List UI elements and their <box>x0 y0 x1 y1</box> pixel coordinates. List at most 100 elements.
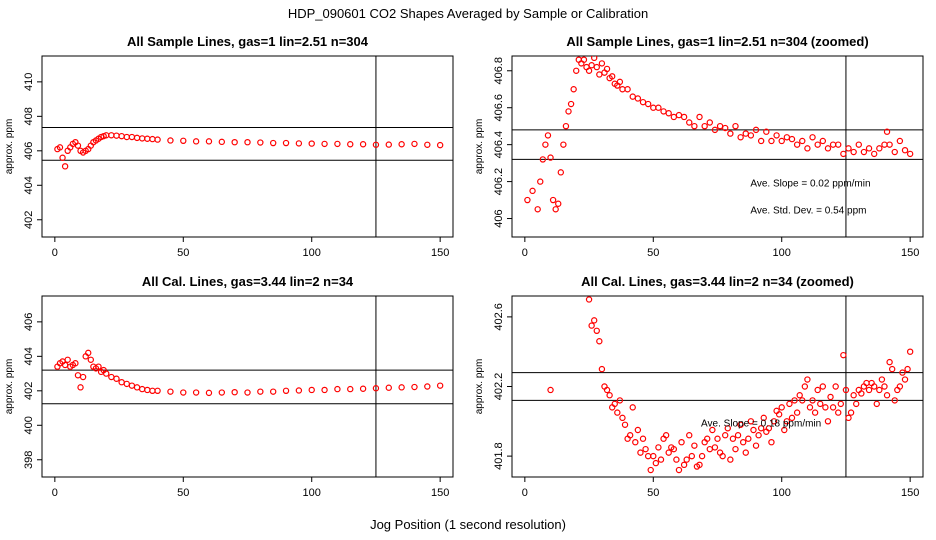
data-point <box>218 389 226 396</box>
data-point <box>750 426 757 434</box>
data-point <box>411 140 418 148</box>
figure-title: HDP_090601 CO2 Shapes Averaged by Sample… <box>287 6 649 21</box>
y-tick-label: 406 <box>23 313 35 331</box>
data-point <box>108 373 115 381</box>
data-point <box>614 409 621 416</box>
data-point <box>123 133 130 141</box>
data-point <box>739 438 747 446</box>
data-point <box>218 138 226 146</box>
data-point <box>398 141 405 148</box>
data-point <box>650 104 657 111</box>
series-points <box>547 296 914 474</box>
data-point <box>847 409 855 416</box>
series-points <box>54 132 444 170</box>
data-point <box>603 386 611 394</box>
data-point <box>524 196 531 204</box>
x-tick-label: 0 <box>522 247 528 259</box>
data-point <box>906 150 914 158</box>
data-point <box>709 426 716 434</box>
data-point <box>809 397 816 404</box>
data-point <box>727 130 734 137</box>
data-point <box>347 141 354 148</box>
data-point <box>596 71 603 78</box>
data-point <box>786 400 793 408</box>
data-point <box>801 383 809 390</box>
data-point <box>629 93 636 100</box>
x-tick-label: 50 <box>177 247 189 259</box>
data-point <box>757 425 765 432</box>
y-axis-label: approx. ppm <box>4 359 15 415</box>
data-point <box>128 382 136 389</box>
data-point <box>888 365 896 373</box>
data-point <box>711 126 719 134</box>
x-tick-label: 50 <box>647 487 659 499</box>
data-point <box>591 317 598 324</box>
data-point <box>696 113 703 121</box>
data-point <box>793 141 801 148</box>
data-point <box>899 369 906 376</box>
data-point <box>639 435 647 442</box>
y-tick-label: 401.8 <box>493 442 505 470</box>
x-tick-label: 100 <box>773 487 791 499</box>
data-point <box>675 111 683 119</box>
data-point <box>624 86 631 93</box>
data-point <box>596 338 603 345</box>
plot-frame <box>41 295 454 478</box>
data-point <box>804 376 811 383</box>
y-tick-label: 406.2 <box>493 168 505 196</box>
data-point <box>95 363 102 370</box>
data-point <box>611 400 618 408</box>
data-point <box>781 426 788 434</box>
plot-frame <box>41 55 454 238</box>
data-point <box>793 409 801 416</box>
x-tick-label: 100 <box>773 247 791 259</box>
data-point <box>244 138 251 146</box>
data-point <box>824 418 832 425</box>
data-point <box>205 138 213 145</box>
panel-2: All Sample Lines, gas=1 lin=2.51 n=304 (… <box>474 34 924 259</box>
data-point <box>662 432 670 439</box>
data-point <box>860 148 868 156</box>
data-point <box>660 108 667 115</box>
data-point <box>64 356 71 363</box>
data-point <box>359 141 367 148</box>
data-point <box>269 139 277 147</box>
data-point <box>359 385 367 392</box>
data-point <box>321 140 328 148</box>
figure-xlabel: Jog Position (1 second resolution) <box>370 517 566 532</box>
data-point <box>570 86 577 93</box>
data-point <box>742 449 749 456</box>
data-point <box>650 452 657 460</box>
y-tick-label: 406.8 <box>493 57 505 85</box>
data-point <box>757 137 765 145</box>
data-point <box>722 124 729 132</box>
data-point <box>870 383 878 390</box>
data-point <box>783 418 791 425</box>
data-point <box>85 349 92 357</box>
data-point <box>606 392 613 399</box>
data-point <box>424 141 431 148</box>
x-tick-label: 150 <box>431 487 449 499</box>
data-point <box>598 365 606 373</box>
y-tick-label: 402 <box>23 211 35 229</box>
data-point <box>734 432 742 439</box>
data-point <box>819 383 827 390</box>
data-point <box>565 108 572 115</box>
panel-1: All Sample Lines, gas=1 lin=2.51 n=304 0 5… <box>4 34 454 259</box>
panel-title: All Sample Lines, gas=1 lin=2.51 n=304 <box>127 34 369 49</box>
data-point <box>673 456 680 463</box>
data-point <box>529 187 536 195</box>
data-point <box>560 141 567 148</box>
data-point <box>752 126 760 134</box>
data-point <box>282 387 290 395</box>
data-point <box>593 327 600 335</box>
x-tick-label: 150 <box>431 247 449 259</box>
y-axis-label: approx. ppm <box>474 359 485 415</box>
data-point <box>778 137 785 145</box>
data-point <box>61 163 69 170</box>
data-point <box>385 384 392 391</box>
data-point <box>850 148 857 156</box>
panel-3: All Cal. Lines, gas=3.44 lin=2 n=34 0 50 10… <box>4 274 454 499</box>
data-point <box>567 100 575 108</box>
